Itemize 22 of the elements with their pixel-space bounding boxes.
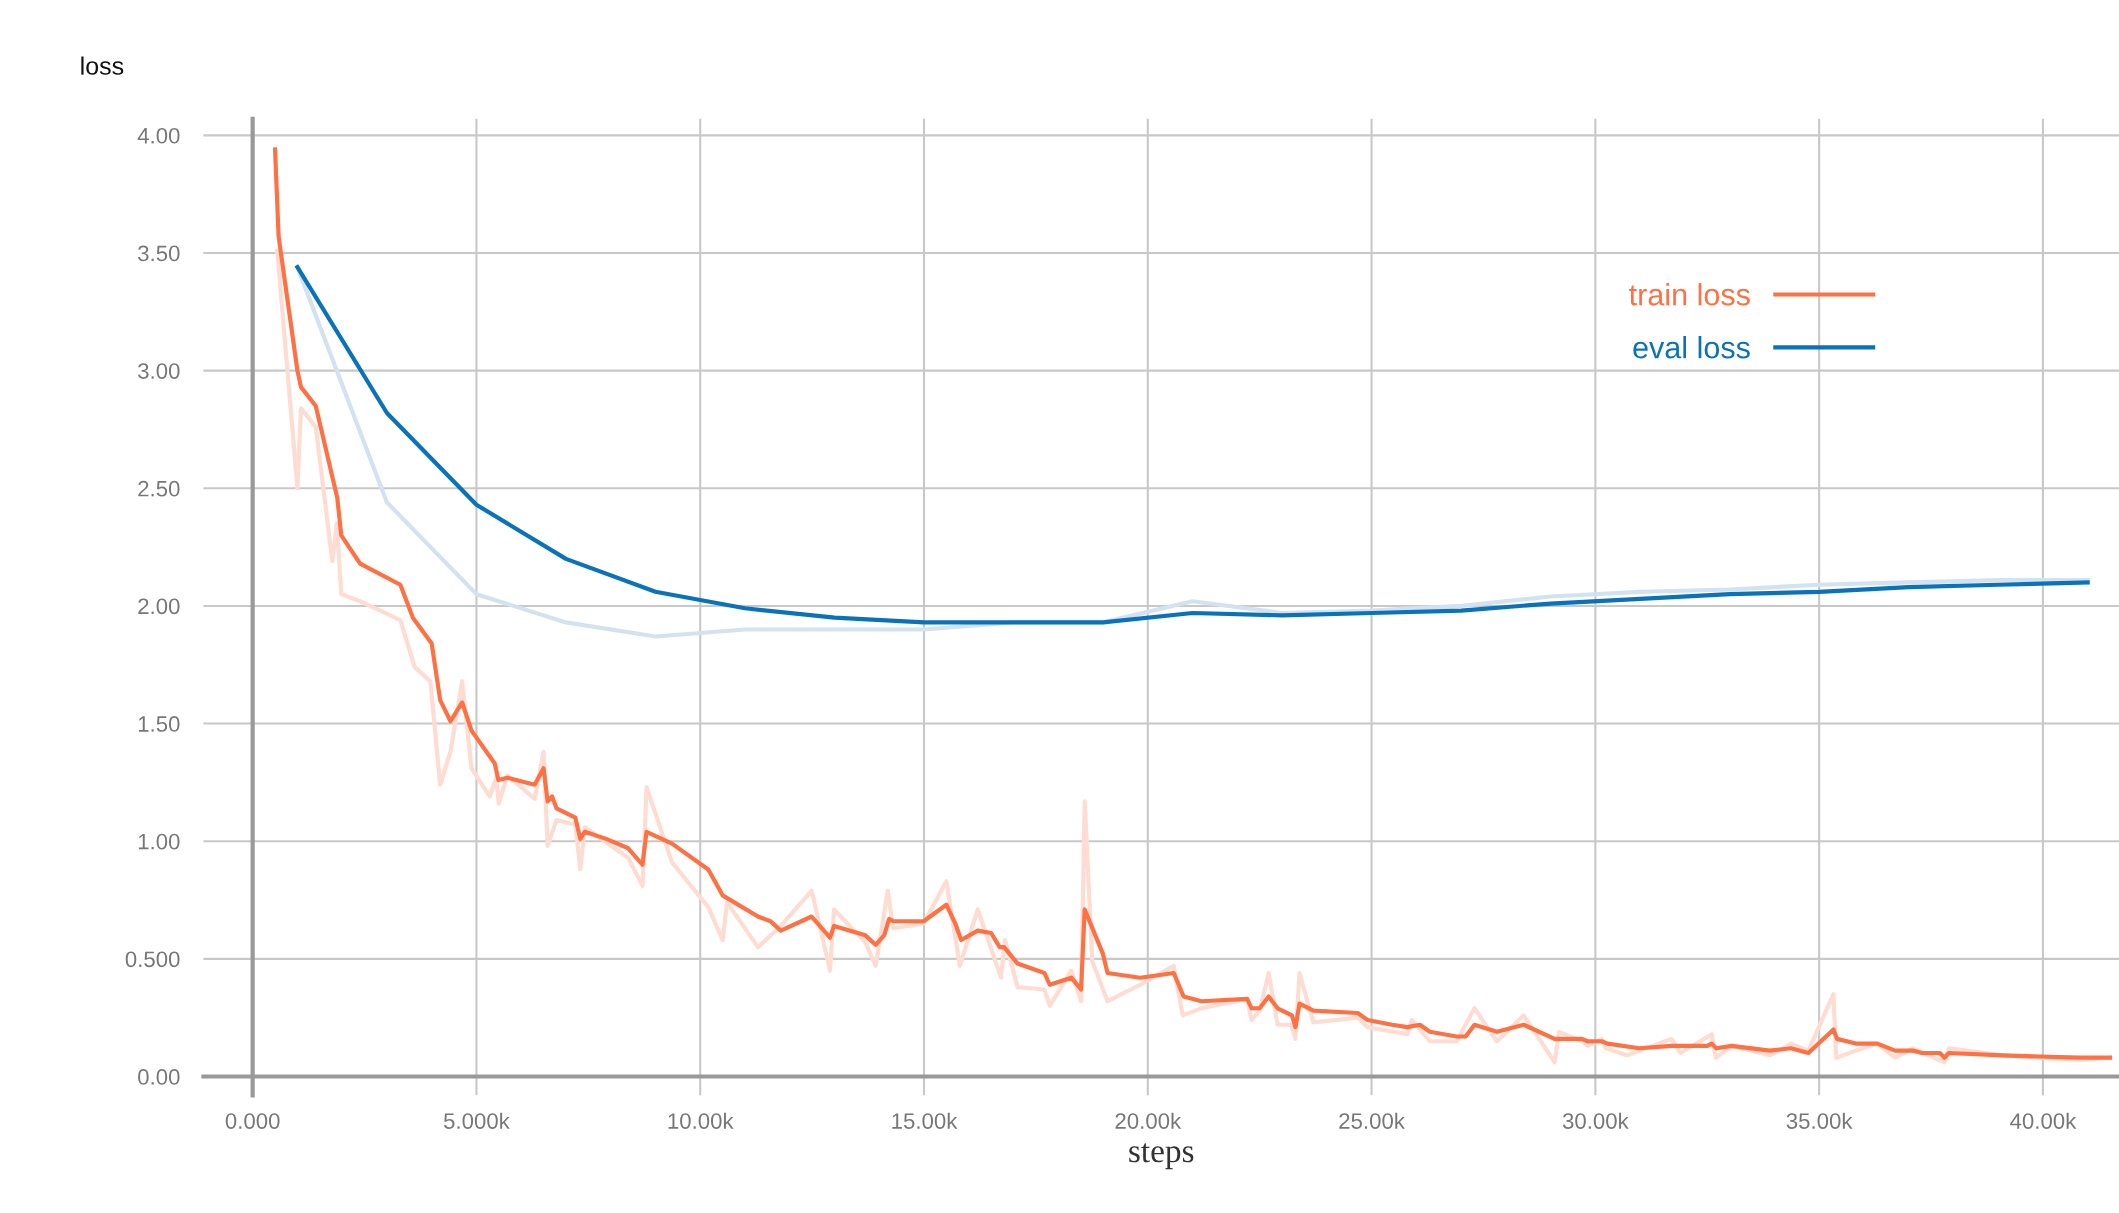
y-axis-title: loss [81,56,124,75]
y-tick-label: 1.00 [138,833,180,850]
x-tick-label: 10.00k [668,1112,734,1129]
y-tick-label: 0.500 [125,951,180,968]
x-tick-label: 30.00k [1562,1112,1629,1129]
y-tick-label: 0.00 [138,1069,180,1085]
y-tick-label: 3.50 [138,245,180,262]
x-tick-label: 25.00k [1339,1112,1405,1129]
y-tick-label: 3.00 [138,363,180,379]
x-tick-label: 0.000 [225,1113,280,1129]
y-tick-label: 2.00 [138,598,180,615]
legend-label: eval loss [1633,336,1750,359]
x-tick-label: 20.00k [1115,1112,1182,1129]
x-tick-label: 15.00k [892,1112,958,1129]
y-tick-label: 2.50 [138,480,180,497]
x-axis-title: steps [1129,1143,1194,1170]
y-tick-label: 1.50 [138,716,180,732]
legend-label: train loss [1629,283,1750,306]
x-tick-label: 40.00k [2010,1112,2077,1129]
y-tick-label: 4.00 [137,127,180,144]
x-tick-label: 5.000k [443,1112,510,1129]
x-tick-label: 35.00k [1786,1112,1853,1129]
